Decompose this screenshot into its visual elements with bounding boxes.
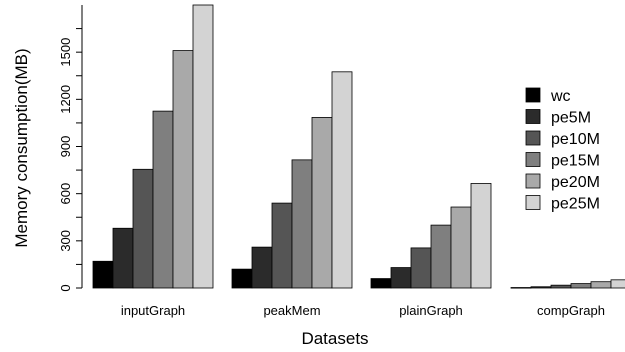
bar-pe10M-compGraph — [550, 284, 572, 289]
bar-pe15M-compGraph — [570, 283, 592, 289]
legend-swatch-pe15M — [525, 152, 541, 167]
bar-pe20M-inputGraph — [172, 50, 194, 289]
bar-pe20M-peakMem — [311, 117, 333, 289]
legend-swatch-pe5M — [525, 109, 541, 124]
legend-label-pe20M: pe20M — [551, 174, 600, 191]
x-tick-label: peakMem — [263, 303, 320, 318]
legend-swatch-pe10M — [525, 130, 541, 146]
x-axis-title: Datasets — [301, 329, 368, 348]
bar-pe20M-compGraph — [590, 281, 612, 289]
bar-pe10M-inputGraph — [132, 168, 154, 289]
legend-label-pe5M: pe5M — [551, 110, 591, 127]
y-axis-title: Memory consumption(MB) — [12, 48, 31, 247]
y-tick-label: 1200 — [58, 85, 73, 114]
bar-pe20M-plainGraph — [450, 206, 472, 289]
bar-pe5M-plainGraph — [390, 267, 412, 289]
x-tick-label: inputGraph — [121, 303, 185, 318]
x-tick-label: compGraph — [537, 303, 605, 318]
legend-swatch-pe20M — [525, 173, 541, 189]
legend-swatch-pe25M — [525, 195, 541, 210]
legend-label-wc: wc — [550, 88, 571, 105]
x-tick-label: plainGraph — [399, 303, 463, 318]
bar-wc-inputGraph — [92, 260, 114, 289]
x-tick-labels: inputGraph peakMem plainGraph compGraph — [121, 303, 605, 318]
y-axis: 0 300 600 900 1200 1500 — [58, 5, 83, 292]
legend-label-pe25M: pe25M — [551, 196, 600, 213]
y-tick-label: 1500 — [58, 38, 73, 67]
y-tick-label: 0 — [58, 284, 73, 291]
y-tick-label: 600 — [58, 183, 73, 205]
y-tick-label: 900 — [58, 136, 73, 158]
bar-wc-compGraph — [510, 287, 532, 289]
bar-pe25M-plainGraph — [470, 183, 492, 289]
bar-pe5M-inputGraph — [112, 227, 134, 289]
bar-pe15M-inputGraph — [152, 110, 174, 289]
bar-pe5M-peakMem — [251, 246, 273, 289]
bar-pe25M-inputGraph — [192, 4, 214, 289]
y-tick-label: 300 — [58, 230, 73, 252]
bar-pe25M-compGraph — [610, 279, 625, 289]
bar-wc-peakMem — [231, 268, 253, 289]
bar-pe15M-plainGraph — [430, 224, 452, 289]
bar-pe10M-peakMem — [271, 202, 293, 289]
legend: wc pe5M pe10M pe15M pe20M pe25M — [525, 87, 600, 213]
legend-swatch-wc — [525, 87, 541, 103]
bar-wc-plainGraph — [370, 278, 392, 289]
legend-label-pe15M: pe15M — [551, 153, 600, 170]
bar-pe25M-peakMem — [331, 71, 353, 289]
legend-label-pe10M: pe10M — [551, 131, 600, 148]
bars — [92, 4, 625, 289]
bar-pe15M-peakMem — [291, 159, 313, 289]
bar-pe5M-compGraph — [530, 286, 552, 289]
bar-pe10M-plainGraph — [410, 247, 432, 289]
